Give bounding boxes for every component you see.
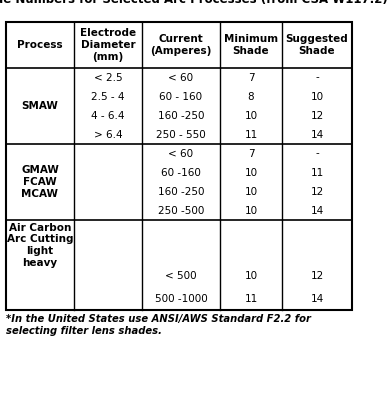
Text: 500 -1000: 500 -1000 xyxy=(155,294,207,304)
Text: 10: 10 xyxy=(244,168,258,178)
Text: Shade Numbers for Selected Arc Processes (from CSA W117.2): Shade Numbers for Selected Arc Processes… xyxy=(0,0,388,6)
Text: 10: 10 xyxy=(244,110,258,120)
Text: 160 -250: 160 -250 xyxy=(158,187,204,197)
Text: 10: 10 xyxy=(244,206,258,215)
Text: 14: 14 xyxy=(310,206,324,215)
Text: 10: 10 xyxy=(310,91,324,101)
Text: 10: 10 xyxy=(244,271,258,281)
Text: 12: 12 xyxy=(310,110,324,120)
Text: 14: 14 xyxy=(310,294,324,304)
Text: 60 - 160: 60 - 160 xyxy=(159,91,203,101)
Text: Air Carbon
Arc Cutting
light
heavy: Air Carbon Arc Cutting light heavy xyxy=(7,223,73,268)
Text: 250 - 550: 250 - 550 xyxy=(156,129,206,140)
Text: 12: 12 xyxy=(310,271,324,281)
Text: 60 -160: 60 -160 xyxy=(161,168,201,178)
Text: < 2.5: < 2.5 xyxy=(94,73,122,82)
Text: SMAW: SMAW xyxy=(22,101,59,111)
Text: 8: 8 xyxy=(248,91,254,101)
Text: < 60: < 60 xyxy=(168,148,194,159)
Text: 14: 14 xyxy=(310,129,324,140)
Text: 10: 10 xyxy=(244,187,258,197)
Text: 11: 11 xyxy=(310,168,324,178)
Text: > 6.4: > 6.4 xyxy=(94,129,122,140)
Text: Electrode
Diameter
(mm): Electrode Diameter (mm) xyxy=(80,28,136,62)
Text: -: - xyxy=(315,148,319,159)
Text: Minimum
Shade: Minimum Shade xyxy=(224,34,278,56)
Text: < 500: < 500 xyxy=(165,271,197,281)
Text: Suggested
Shade: Suggested Shade xyxy=(286,34,348,56)
Text: selecting filter lens shades.: selecting filter lens shades. xyxy=(6,326,162,336)
Text: Process: Process xyxy=(17,40,63,50)
Text: *In the United States use ANSI/AWS Standard F2.2 for: *In the United States use ANSI/AWS Stand… xyxy=(6,314,311,324)
Text: 160 -250: 160 -250 xyxy=(158,110,204,120)
Text: 11: 11 xyxy=(244,294,258,304)
Text: 7: 7 xyxy=(248,73,254,82)
Text: 11: 11 xyxy=(244,129,258,140)
Text: 12: 12 xyxy=(310,187,324,197)
Text: 4 - 6.4: 4 - 6.4 xyxy=(91,110,125,120)
Text: 2.5 - 4: 2.5 - 4 xyxy=(91,91,125,101)
Text: -: - xyxy=(315,73,319,82)
Text: 7: 7 xyxy=(248,148,254,159)
Bar xyxy=(6,22,352,310)
Text: GMAW
FCAW
MCAW: GMAW FCAW MCAW xyxy=(21,165,59,199)
Text: < 60: < 60 xyxy=(168,73,194,82)
Text: Current
(Amperes): Current (Amperes) xyxy=(150,34,212,56)
Text: 250 -500: 250 -500 xyxy=(158,206,204,215)
